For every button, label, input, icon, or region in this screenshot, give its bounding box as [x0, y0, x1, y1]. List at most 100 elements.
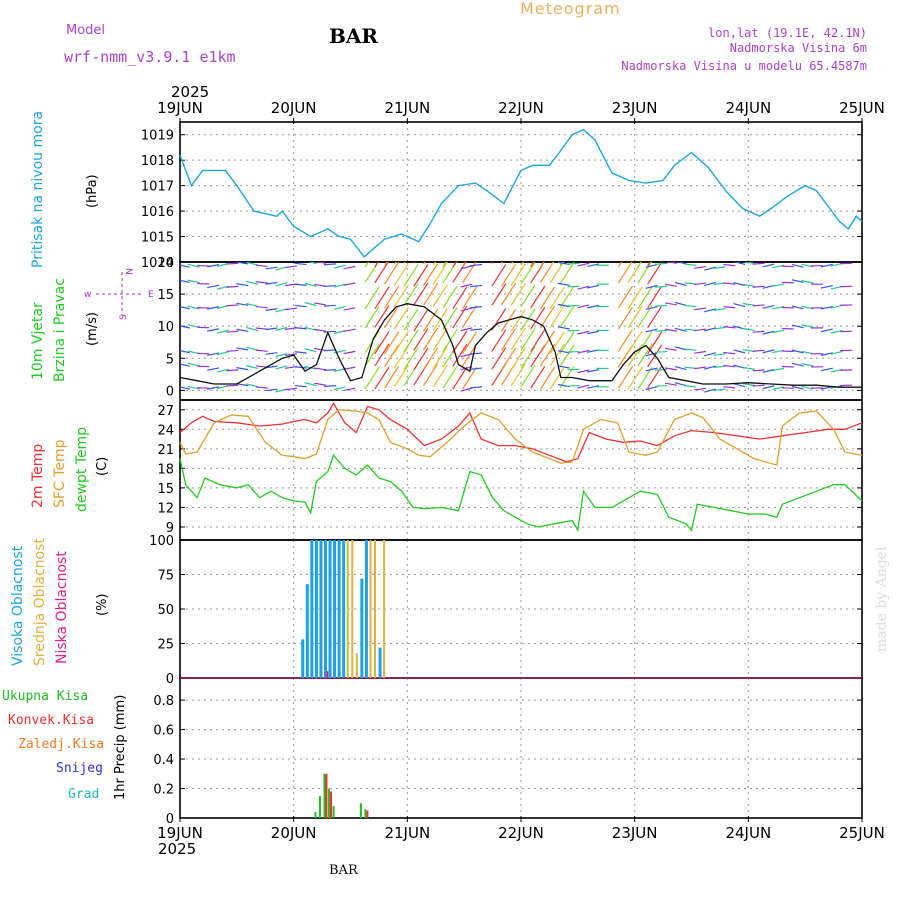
- wind-arrow: [820, 263, 833, 268]
- wind-arrow: [384, 305, 400, 329]
- wind-arrow: [432, 284, 448, 307]
- x-tick-label-top: 24JUN: [725, 99, 771, 117]
- y-tick-label: 0.8: [153, 694, 174, 709]
- wind-arrow: [510, 363, 526, 387]
- wind-arrow: [723, 351, 736, 355]
- footer-station: BAR: [329, 863, 359, 878]
- cloud-mid-bar: [355, 653, 358, 678]
- wind-arrow: [423, 283, 439, 306]
- wind-arrow: [752, 349, 765, 352]
- cloud-high-bar: [310, 540, 314, 678]
- wind-arrow: [781, 281, 794, 284]
- wind-arrow: [384, 262, 388, 267]
- precip-total-bar: [323, 773, 326, 818]
- wind-arrow: [236, 328, 249, 332]
- x-tick-label-bottom: 22JUN: [498, 824, 544, 842]
- wind-arrow: [246, 327, 259, 332]
- wind-arrow: [423, 262, 426, 265]
- lonlat: lon,lat (19.1E, 42.1N): [708, 26, 867, 40]
- wind-arrow: [617, 329, 633, 352]
- wind-arrow: [694, 307, 707, 311]
- precip-total-bar: [359, 803, 362, 818]
- precip-conv-bar: [366, 810, 369, 818]
- wind-arrow: [520, 308, 536, 331]
- wind-arrow: [265, 388, 278, 392]
- wind-arrow: [364, 262, 370, 268]
- wind-arrow: [637, 331, 653, 355]
- cloud-low-bar: [326, 671, 329, 678]
- wind-arrow: [323, 349, 336, 352]
- wind-arrows: [180, 262, 853, 393]
- wind-arrow: [501, 264, 517, 287]
- wind-arrow: [713, 308, 726, 311]
- wind-arrow: [374, 305, 390, 328]
- wind-arrow: [275, 365, 288, 370]
- wind-arrow: [284, 353, 297, 356]
- wind-arrow: [304, 382, 317, 387]
- wind-arrow: [684, 263, 697, 266]
- wind-arrow: [255, 349, 268, 352]
- wind-arrow: [781, 306, 794, 309]
- wind-arrow: [820, 284, 833, 289]
- dewpt-line: [179, 454, 863, 533]
- wind-arrow: [187, 263, 200, 268]
- y-tick-label: 9: [166, 521, 174, 536]
- wind-arrow: [664, 328, 677, 332]
- y-tick-label: 18: [157, 462, 174, 477]
- precip-total-bar: [328, 788, 331, 818]
- wind-arrow: [187, 279, 200, 284]
- wind-arrow: [577, 262, 590, 267]
- wind-arrow: [180, 363, 190, 367]
- wind-arrow: [742, 383, 755, 387]
- wind-arrow: [255, 386, 268, 389]
- wind-arrow: [704, 352, 717, 357]
- wind-arrow: [713, 353, 726, 356]
- wind-arrow: [470, 306, 483, 309]
- wind-arrow: [403, 329, 419, 352]
- wind-arrow: [655, 350, 668, 353]
- wind-arrow: [801, 263, 814, 268]
- wind-arrow: [236, 283, 249, 287]
- wind-arrow: [374, 343, 390, 367]
- wind-arrow: [645, 386, 658, 391]
- wind-arrow: [180, 325, 190, 329]
- wind-arrow: [323, 385, 336, 388]
- y-tick-label: 0: [166, 384, 174, 399]
- wind-arrow: [423, 363, 439, 386]
- wind-arrow: [207, 264, 220, 268]
- wind-arrow: [255, 281, 268, 284]
- wind-arrow: [713, 365, 726, 369]
- wind-arrow: [742, 283, 755, 287]
- sfc-temp-line: [179, 409, 863, 466]
- wind-arrow: [236, 367, 249, 371]
- wind-arrow: [470, 328, 483, 331]
- wind-arrow: [275, 353, 288, 358]
- wind-arrow: [791, 362, 804, 367]
- y-tick-label: 1019: [141, 129, 174, 144]
- wind-arrow: [470, 386, 483, 389]
- compass-s: S: [119, 314, 129, 320]
- legend-snow: Snijeg: [56, 761, 103, 776]
- wind-arrow: [694, 350, 707, 354]
- wind-arrow: [791, 305, 804, 310]
- wind-unit: (m/s): [85, 312, 100, 346]
- wind-arrow: [284, 387, 297, 391]
- y-tick-label: 12: [157, 501, 174, 516]
- wind-arrow: [510, 283, 526, 306]
- wind-arrow: [374, 331, 390, 355]
- wind-arrow: [539, 366, 556, 390]
- wind-arrow: [314, 302, 327, 306]
- wind-arrow: [314, 382, 327, 386]
- wind-arrow: [403, 262, 406, 264]
- wind-arrow: [617, 306, 633, 330]
- wind-arrow: [255, 264, 268, 268]
- wind-arrow: [314, 328, 327, 332]
- wind-arrow: [733, 349, 746, 354]
- wind-arrow: [460, 327, 473, 332]
- precip-total-bar: [332, 806, 335, 818]
- wind-arrow: [781, 387, 794, 389]
- wind-arrow: [180, 279, 190, 284]
- cloud-high-bar: [342, 540, 346, 678]
- y-tick-label: 0: [166, 672, 174, 687]
- wind-arrow: [637, 262, 653, 284]
